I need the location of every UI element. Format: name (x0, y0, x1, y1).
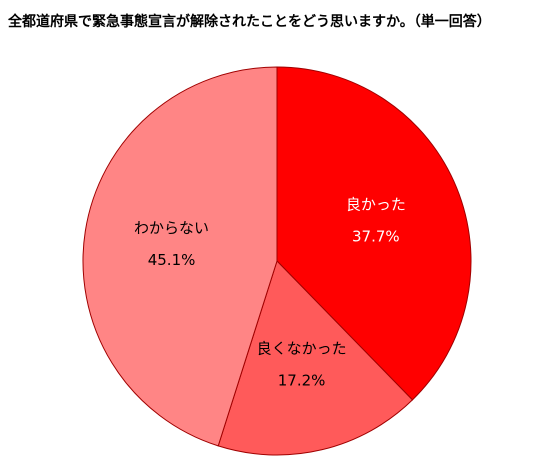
slice-category-label: 良かった (346, 195, 406, 213)
slice-category-label: 良くなかった (257, 339, 347, 357)
slice-value-label: 45.1% (148, 251, 196, 269)
chart-title: 全都道府県で緊急事態宣言が解除されたことをどう思いますか。（単一回答） (7, 13, 491, 30)
slice-category-label: わからない (134, 219, 209, 237)
slice-value-label: 37.7% (352, 227, 400, 245)
pie-slice (217, 260, 414, 456)
slice-value-label: 17.2% (278, 371, 326, 389)
pie-slice (276, 66, 472, 401)
pie-slice (82, 66, 278, 447)
